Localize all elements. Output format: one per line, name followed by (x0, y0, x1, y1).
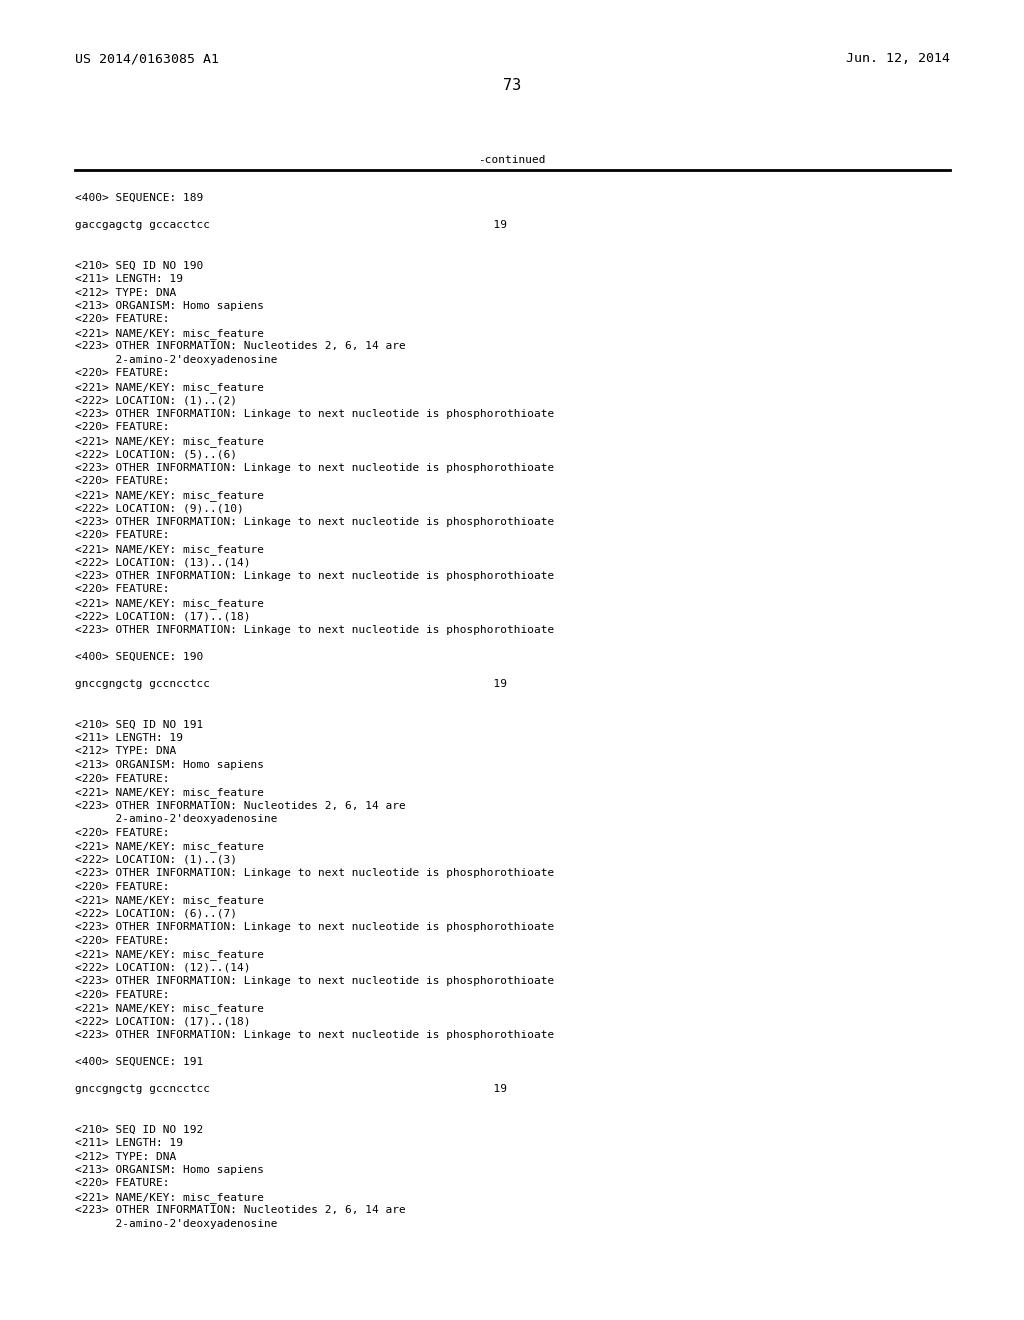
Text: <222> LOCATION: (13)..(14): <222> LOCATION: (13)..(14) (75, 557, 251, 568)
Text: <400> SEQUENCE: 189: <400> SEQUENCE: 189 (75, 193, 203, 203)
Text: <223> OTHER INFORMATION: Linkage to next nucleotide is phosphorothioate: <223> OTHER INFORMATION: Linkage to next… (75, 1030, 554, 1040)
Text: <400> SEQUENCE: 191: <400> SEQUENCE: 191 (75, 1057, 203, 1067)
Text: <223> OTHER INFORMATION: Linkage to next nucleotide is phosphorothioate: <223> OTHER INFORMATION: Linkage to next… (75, 517, 554, 527)
Text: <222> LOCATION: (12)..(14): <222> LOCATION: (12)..(14) (75, 962, 251, 973)
Text: <212> TYPE: DNA: <212> TYPE: DNA (75, 1151, 176, 1162)
Text: 2-amino-2'deoxyadenosine: 2-amino-2'deoxyadenosine (75, 814, 278, 824)
Text: <220> FEATURE:: <220> FEATURE: (75, 1179, 170, 1188)
Text: <211> LENGTH: 19: <211> LENGTH: 19 (75, 275, 183, 284)
Text: <213> ORGANISM: Homo sapiens: <213> ORGANISM: Homo sapiens (75, 760, 264, 770)
Text: <222> LOCATION: (5)..(6): <222> LOCATION: (5)..(6) (75, 450, 237, 459)
Text: <221> NAME/KEY: misc_feature: <221> NAME/KEY: misc_feature (75, 544, 264, 554)
Text: <221> NAME/KEY: misc_feature: <221> NAME/KEY: misc_feature (75, 949, 264, 960)
Text: <223> OTHER INFORMATION: Linkage to next nucleotide is phosphorothioate: <223> OTHER INFORMATION: Linkage to next… (75, 463, 554, 473)
Text: <223> OTHER INFORMATION: Linkage to next nucleotide is phosphorothioate: <223> OTHER INFORMATION: Linkage to next… (75, 409, 554, 418)
Text: <222> LOCATION: (17)..(18): <222> LOCATION: (17)..(18) (75, 1016, 251, 1027)
Text: <223> OTHER INFORMATION: Linkage to next nucleotide is phosphorothioate: <223> OTHER INFORMATION: Linkage to next… (75, 869, 554, 878)
Text: Jun. 12, 2014: Jun. 12, 2014 (846, 51, 950, 65)
Text: <223> OTHER INFORMATION: Linkage to next nucleotide is phosphorothioate: <223> OTHER INFORMATION: Linkage to next… (75, 572, 554, 581)
Text: <220> FEATURE:: <220> FEATURE: (75, 990, 170, 999)
Text: <221> NAME/KEY: misc_feature: <221> NAME/KEY: misc_feature (75, 436, 264, 447)
Text: <223> OTHER INFORMATION: Linkage to next nucleotide is phosphorothioate: <223> OTHER INFORMATION: Linkage to next… (75, 921, 554, 932)
Text: <223> OTHER INFORMATION: Nucleotides 2, 6, 14 are: <223> OTHER INFORMATION: Nucleotides 2, … (75, 800, 406, 810)
Text: <220> FEATURE:: <220> FEATURE: (75, 314, 170, 325)
Text: -continued: -continued (478, 154, 546, 165)
Text: 2-amino-2'deoxyadenosine: 2-amino-2'deoxyadenosine (75, 1218, 278, 1229)
Text: 73: 73 (503, 78, 521, 92)
Text: <220> FEATURE:: <220> FEATURE: (75, 422, 170, 433)
Text: <223> OTHER INFORMATION: Nucleotides 2, 6, 14 are: <223> OTHER INFORMATION: Nucleotides 2, … (75, 1205, 406, 1216)
Text: <221> NAME/KEY: misc_feature: <221> NAME/KEY: misc_feature (75, 327, 264, 339)
Text: <221> NAME/KEY: misc_feature: <221> NAME/KEY: misc_feature (75, 490, 264, 500)
Text: <211> LENGTH: 19: <211> LENGTH: 19 (75, 733, 183, 743)
Text: <220> FEATURE:: <220> FEATURE: (75, 936, 170, 945)
Text: <220> FEATURE:: <220> FEATURE: (75, 828, 170, 837)
Text: <221> NAME/KEY: misc_feature: <221> NAME/KEY: misc_feature (75, 1192, 264, 1203)
Text: 2-amino-2'deoxyadenosine: 2-amino-2'deoxyadenosine (75, 355, 278, 366)
Text: <221> NAME/KEY: misc_feature: <221> NAME/KEY: misc_feature (75, 598, 264, 609)
Text: <212> TYPE: DNA: <212> TYPE: DNA (75, 288, 176, 297)
Text: <220> FEATURE:: <220> FEATURE: (75, 774, 170, 784)
Text: <221> NAME/KEY: misc_feature: <221> NAME/KEY: misc_feature (75, 895, 264, 906)
Text: <222> LOCATION: (1)..(2): <222> LOCATION: (1)..(2) (75, 396, 237, 405)
Text: US 2014/0163085 A1: US 2014/0163085 A1 (75, 51, 219, 65)
Text: <223> OTHER INFORMATION: Linkage to next nucleotide is phosphorothioate: <223> OTHER INFORMATION: Linkage to next… (75, 624, 554, 635)
Text: <223> OTHER INFORMATION: Linkage to next nucleotide is phosphorothioate: <223> OTHER INFORMATION: Linkage to next… (75, 975, 554, 986)
Text: <400> SEQUENCE: 190: <400> SEQUENCE: 190 (75, 652, 203, 663)
Text: <213> ORGANISM: Homo sapiens: <213> ORGANISM: Homo sapiens (75, 1166, 264, 1175)
Text: <221> NAME/KEY: misc_feature: <221> NAME/KEY: misc_feature (75, 841, 264, 851)
Text: <211> LENGTH: 19: <211> LENGTH: 19 (75, 1138, 183, 1148)
Text: <221> NAME/KEY: misc_feature: <221> NAME/KEY: misc_feature (75, 787, 264, 797)
Text: <212> TYPE: DNA: <212> TYPE: DNA (75, 747, 176, 756)
Text: <220> FEATURE:: <220> FEATURE: (75, 477, 170, 487)
Text: gnccgngctg gccncctcc                                          19: gnccgngctg gccncctcc 19 (75, 678, 507, 689)
Text: <222> LOCATION: (9)..(10): <222> LOCATION: (9)..(10) (75, 503, 244, 513)
Text: <210> SEQ ID NO 190: <210> SEQ ID NO 190 (75, 260, 203, 271)
Text: <220> FEATURE:: <220> FEATURE: (75, 585, 170, 594)
Text: <221> NAME/KEY: misc_feature: <221> NAME/KEY: misc_feature (75, 1003, 264, 1014)
Text: <210> SEQ ID NO 191: <210> SEQ ID NO 191 (75, 719, 203, 730)
Text: <210> SEQ ID NO 192: <210> SEQ ID NO 192 (75, 1125, 203, 1134)
Text: <220> FEATURE:: <220> FEATURE: (75, 368, 170, 379)
Text: <222> LOCATION: (6)..(7): <222> LOCATION: (6)..(7) (75, 908, 237, 919)
Text: <223> OTHER INFORMATION: Nucleotides 2, 6, 14 are: <223> OTHER INFORMATION: Nucleotides 2, … (75, 342, 406, 351)
Text: <220> FEATURE:: <220> FEATURE: (75, 531, 170, 540)
Text: gaccgagctg gccacctcc                                          19: gaccgagctg gccacctcc 19 (75, 220, 507, 230)
Text: <221> NAME/KEY: misc_feature: <221> NAME/KEY: misc_feature (75, 381, 264, 393)
Text: gnccgngctg gccncctcc                                          19: gnccgngctg gccncctcc 19 (75, 1084, 507, 1094)
Text: <220> FEATURE:: <220> FEATURE: (75, 882, 170, 891)
Text: <222> LOCATION: (1)..(3): <222> LOCATION: (1)..(3) (75, 854, 237, 865)
Text: <213> ORGANISM: Homo sapiens: <213> ORGANISM: Homo sapiens (75, 301, 264, 312)
Text: <222> LOCATION: (17)..(18): <222> LOCATION: (17)..(18) (75, 611, 251, 622)
